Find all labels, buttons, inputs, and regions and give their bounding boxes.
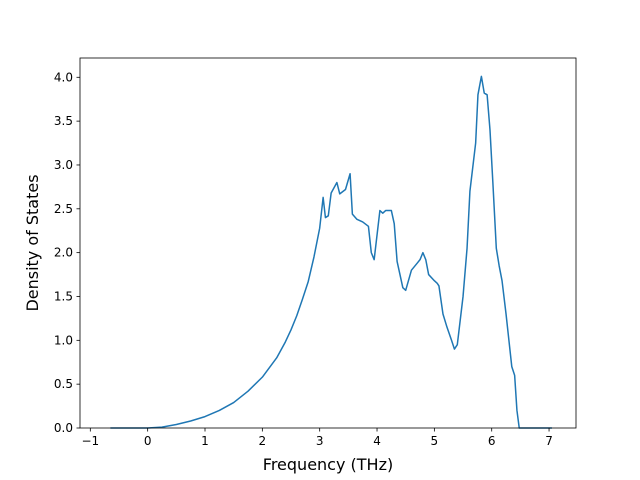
y-tick-label: 0.5 xyxy=(54,377,73,391)
y-tick-label: 4.0 xyxy=(54,70,73,84)
dos-series-line xyxy=(110,75,552,429)
y-axis-label: Density of States xyxy=(23,174,42,311)
y-axis-ticks: 0.0 0.5 1.0 1.5 2.0 2.5 3.0 3.5 4.0 xyxy=(54,70,80,435)
x-tick-label: 3 xyxy=(316,434,324,448)
x-axis-label: Frequency (THz) xyxy=(263,455,393,474)
x-tick-label: −1 xyxy=(81,434,99,448)
y-tick-label: 3.0 xyxy=(54,158,73,172)
x-tick-label: 7 xyxy=(545,434,553,448)
plot-area xyxy=(80,58,576,428)
y-tick-label: 2.0 xyxy=(54,246,73,260)
x-tick-label: 4 xyxy=(373,434,381,448)
y-tick-label: 1.0 xyxy=(54,333,73,347)
x-tick-label: 1 xyxy=(201,434,209,448)
y-tick-label: 0.0 xyxy=(54,421,73,435)
x-tick-label: 5 xyxy=(431,434,439,448)
axes-frame xyxy=(79,57,577,429)
y-tick-label: 1.5 xyxy=(54,289,73,303)
y-tick-label: 2.5 xyxy=(54,202,73,216)
x-axis-ticks: −1 0 1 2 3 4 5 6 7 xyxy=(81,428,553,448)
x-tick-label: 6 xyxy=(488,434,496,448)
y-tick-label: 3.5 xyxy=(54,114,73,128)
x-tick-label: 2 xyxy=(259,434,267,448)
x-tick-label: 0 xyxy=(144,434,152,448)
series-group xyxy=(110,75,552,429)
